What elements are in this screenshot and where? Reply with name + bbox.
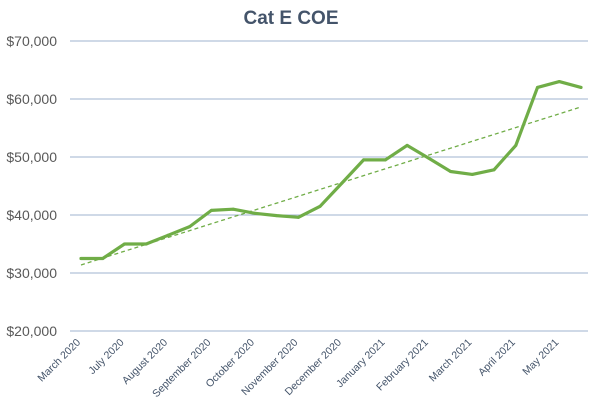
data-point — [449, 170, 453, 173]
data-point — [101, 257, 105, 260]
series-line — [79, 79, 583, 261]
data-point — [514, 143, 518, 147]
data-point — [166, 233, 170, 237]
data-point — [296, 215, 300, 219]
y-tick-label: $30,000 — [6, 265, 57, 281]
data-point — [79, 257, 83, 260]
chart-title: Cat E COE — [243, 8, 338, 29]
data-point — [188, 225, 192, 229]
data-point — [579, 85, 583, 89]
data-point — [383, 158, 387, 162]
x-tick-label: March 2021 — [427, 337, 475, 385]
data-point — [557, 80, 561, 84]
x-tick-label: April 2021 — [476, 337, 518, 379]
trendline — [80, 106, 582, 266]
y-tick-label: $50,000 — [6, 149, 57, 165]
x-tick-label: May 2021 — [520, 337, 561, 378]
data-point — [318, 204, 322, 208]
data-point — [122, 242, 126, 246]
data-point — [427, 156, 431, 160]
y-axis-tick-labels: $20,000 $30,000 $40,000 $50,000 $60,000 $70,0… — [6, 33, 57, 339]
data-point — [253, 211, 257, 215]
data-point — [362, 158, 366, 162]
y-tick-label: $40,000 — [6, 207, 57, 223]
data-point — [536, 85, 540, 89]
data-point — [275, 214, 279, 218]
data-point — [340, 181, 344, 185]
series-layer — [79, 79, 583, 266]
y-tick-label: $60,000 — [6, 91, 57, 107]
gridlines — [70, 40, 588, 332]
data-point — [492, 168, 496, 172]
data-point — [144, 242, 148, 246]
x-tick-label: July 2020 — [86, 337, 126, 377]
data-point — [209, 208, 213, 212]
y-tick-label: $70,000 — [6, 33, 57, 49]
data-point — [231, 207, 235, 211]
x-tick-label: March 2020 — [35, 337, 83, 385]
data-point — [405, 143, 409, 147]
data-point — [470, 172, 474, 176]
y-tick-label: $20,000 — [6, 323, 57, 339]
